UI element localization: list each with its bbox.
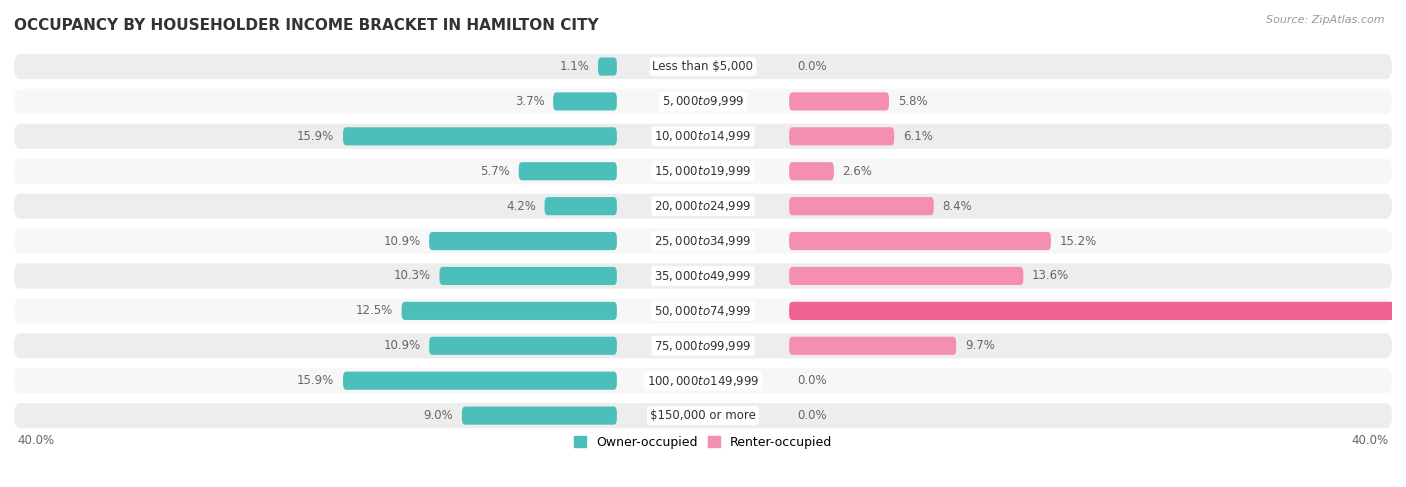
Text: 13.6%: 13.6% — [1032, 269, 1069, 282]
FancyBboxPatch shape — [14, 263, 1392, 288]
Text: 1.1%: 1.1% — [560, 60, 589, 73]
Text: 15.9%: 15.9% — [297, 130, 335, 143]
FancyBboxPatch shape — [440, 267, 617, 285]
Text: 0.0%: 0.0% — [797, 60, 827, 73]
FancyBboxPatch shape — [14, 54, 1392, 79]
FancyBboxPatch shape — [343, 127, 617, 146]
FancyBboxPatch shape — [461, 407, 617, 425]
FancyBboxPatch shape — [402, 302, 617, 320]
Text: $50,000 to $74,999: $50,000 to $74,999 — [654, 304, 752, 318]
FancyBboxPatch shape — [789, 197, 934, 215]
FancyBboxPatch shape — [14, 124, 1392, 149]
FancyBboxPatch shape — [429, 337, 617, 355]
Text: 40.0%: 40.0% — [1351, 434, 1389, 447]
Text: $15,000 to $19,999: $15,000 to $19,999 — [654, 164, 752, 178]
FancyBboxPatch shape — [789, 302, 1406, 320]
FancyBboxPatch shape — [789, 93, 889, 111]
Text: $10,000 to $14,999: $10,000 to $14,999 — [654, 130, 752, 143]
FancyBboxPatch shape — [544, 197, 617, 215]
Text: 9.0%: 9.0% — [423, 409, 453, 422]
FancyBboxPatch shape — [519, 162, 617, 180]
Text: 15.2%: 15.2% — [1060, 235, 1097, 247]
FancyBboxPatch shape — [789, 232, 1050, 250]
Text: 6.1%: 6.1% — [903, 130, 932, 143]
Text: 0.0%: 0.0% — [797, 409, 827, 422]
Text: 8.4%: 8.4% — [942, 200, 972, 213]
Text: $100,000 to $149,999: $100,000 to $149,999 — [647, 374, 759, 388]
Text: 4.2%: 4.2% — [506, 200, 536, 213]
FancyBboxPatch shape — [14, 89, 1392, 114]
Text: 5.8%: 5.8% — [897, 95, 927, 108]
FancyBboxPatch shape — [789, 162, 834, 180]
Text: 10.9%: 10.9% — [384, 235, 420, 247]
Text: 40.0%: 40.0% — [17, 434, 55, 447]
FancyBboxPatch shape — [14, 403, 1392, 428]
Text: $150,000 or more: $150,000 or more — [650, 409, 756, 422]
Text: Source: ZipAtlas.com: Source: ZipAtlas.com — [1267, 15, 1385, 25]
Text: $75,000 to $99,999: $75,000 to $99,999 — [654, 339, 752, 353]
FancyBboxPatch shape — [14, 368, 1392, 393]
FancyBboxPatch shape — [14, 159, 1392, 184]
Text: 3.7%: 3.7% — [515, 95, 544, 108]
Text: $20,000 to $24,999: $20,000 to $24,999 — [654, 199, 752, 213]
Text: 15.9%: 15.9% — [297, 374, 335, 387]
Text: OCCUPANCY BY HOUSEHOLDER INCOME BRACKET IN HAMILTON CITY: OCCUPANCY BY HOUSEHOLDER INCOME BRACKET … — [14, 18, 599, 33]
FancyBboxPatch shape — [598, 57, 617, 75]
FancyBboxPatch shape — [14, 228, 1392, 254]
Text: 10.3%: 10.3% — [394, 269, 430, 282]
Legend: Owner-occupied, Renter-occupied: Owner-occupied, Renter-occupied — [568, 431, 838, 454]
Text: 9.7%: 9.7% — [965, 339, 994, 352]
Text: 0.0%: 0.0% — [797, 374, 827, 387]
Text: Less than $5,000: Less than $5,000 — [652, 60, 754, 73]
Text: 2.6%: 2.6% — [842, 165, 872, 178]
FancyBboxPatch shape — [553, 93, 617, 111]
Text: 5.7%: 5.7% — [481, 165, 510, 178]
FancyBboxPatch shape — [14, 333, 1392, 358]
Text: 12.5%: 12.5% — [356, 304, 392, 318]
FancyBboxPatch shape — [14, 194, 1392, 219]
Text: $5,000 to $9,999: $5,000 to $9,999 — [662, 94, 744, 109]
FancyBboxPatch shape — [429, 232, 617, 250]
Text: $25,000 to $34,999: $25,000 to $34,999 — [654, 234, 752, 248]
FancyBboxPatch shape — [789, 337, 956, 355]
Text: $35,000 to $49,999: $35,000 to $49,999 — [654, 269, 752, 283]
Text: 10.9%: 10.9% — [384, 339, 420, 352]
FancyBboxPatch shape — [343, 372, 617, 390]
FancyBboxPatch shape — [789, 127, 894, 146]
FancyBboxPatch shape — [789, 267, 1024, 285]
FancyBboxPatch shape — [14, 299, 1392, 323]
